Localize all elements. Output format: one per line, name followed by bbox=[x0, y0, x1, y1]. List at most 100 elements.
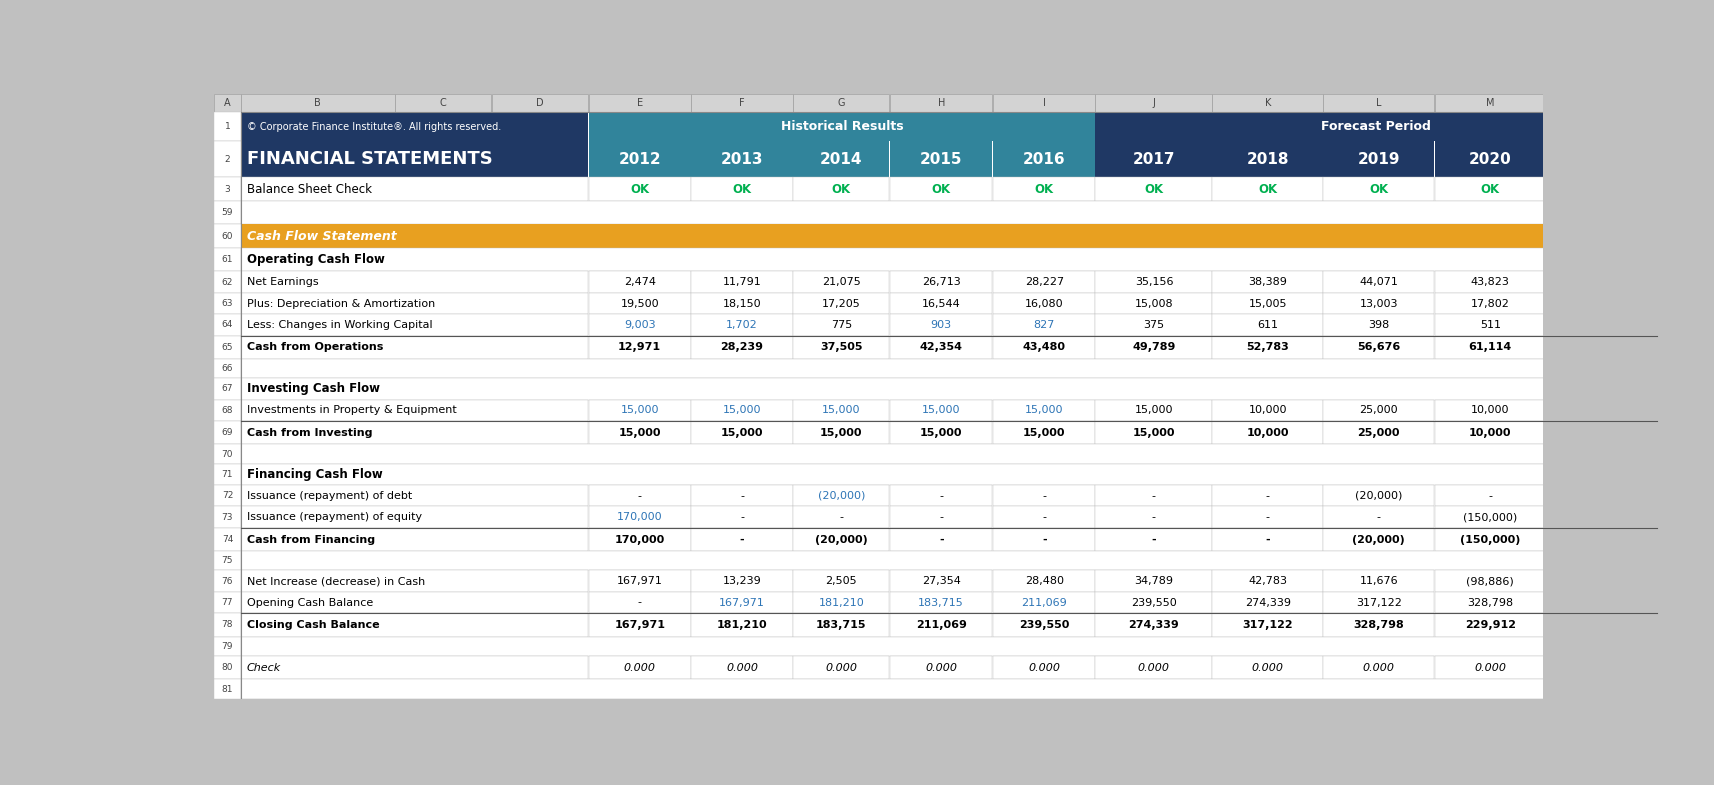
Text: 63: 63 bbox=[221, 299, 233, 308]
FancyBboxPatch shape bbox=[1435, 94, 1546, 112]
Text: 11,676: 11,676 bbox=[1359, 576, 1399, 586]
Text: 49,261: 49,261 bbox=[1582, 576, 1620, 586]
Text: 13,003: 13,003 bbox=[1359, 298, 1399, 309]
Text: 211,069: 211,069 bbox=[915, 620, 967, 630]
FancyBboxPatch shape bbox=[394, 94, 490, 112]
Text: 2013: 2013 bbox=[722, 152, 763, 167]
FancyBboxPatch shape bbox=[992, 613, 1095, 637]
FancyBboxPatch shape bbox=[1212, 506, 1323, 528]
FancyBboxPatch shape bbox=[992, 335, 1095, 359]
FancyBboxPatch shape bbox=[1212, 592, 1323, 613]
Text: 15,008: 15,008 bbox=[1135, 298, 1174, 309]
FancyBboxPatch shape bbox=[1323, 94, 1435, 112]
Text: 79: 79 bbox=[221, 642, 233, 651]
Text: 77: 77 bbox=[221, 598, 233, 607]
FancyBboxPatch shape bbox=[588, 177, 691, 201]
Text: 64,261: 64,261 bbox=[1579, 342, 1623, 352]
Text: D: D bbox=[536, 98, 543, 108]
Text: 0.000: 0.000 bbox=[624, 663, 656, 673]
FancyBboxPatch shape bbox=[240, 551, 1656, 571]
Text: 11,791: 11,791 bbox=[723, 277, 761, 287]
Text: 239,550: 239,550 bbox=[1020, 620, 1070, 630]
FancyBboxPatch shape bbox=[240, 112, 588, 141]
Text: 13,239: 13,239 bbox=[723, 576, 761, 586]
FancyBboxPatch shape bbox=[794, 177, 890, 201]
Text: -: - bbox=[1042, 491, 1046, 501]
FancyBboxPatch shape bbox=[214, 248, 240, 272]
Text: -: - bbox=[1152, 535, 1157, 545]
Text: 14,681: 14,681 bbox=[1582, 298, 1620, 309]
FancyBboxPatch shape bbox=[1435, 528, 1546, 551]
Text: 15,000: 15,000 bbox=[1580, 428, 1623, 438]
Text: 15,000: 15,000 bbox=[723, 405, 761, 415]
FancyBboxPatch shape bbox=[992, 94, 1095, 112]
Text: OK: OK bbox=[631, 183, 650, 195]
FancyBboxPatch shape bbox=[240, 314, 588, 335]
FancyBboxPatch shape bbox=[240, 335, 588, 359]
Text: 17,205: 17,205 bbox=[821, 298, 860, 309]
FancyBboxPatch shape bbox=[588, 272, 691, 293]
FancyBboxPatch shape bbox=[1546, 314, 1656, 335]
Text: 0.000: 0.000 bbox=[1028, 663, 1061, 673]
Text: 2,474: 2,474 bbox=[624, 277, 656, 287]
FancyBboxPatch shape bbox=[588, 506, 691, 528]
FancyBboxPatch shape bbox=[794, 141, 890, 177]
FancyBboxPatch shape bbox=[588, 613, 691, 637]
FancyBboxPatch shape bbox=[214, 94, 240, 112]
Text: 903: 903 bbox=[931, 319, 951, 330]
Text: -: - bbox=[939, 535, 943, 545]
Text: -: - bbox=[1267, 512, 1270, 522]
Text: 183,715: 183,715 bbox=[816, 620, 867, 630]
FancyBboxPatch shape bbox=[794, 528, 890, 551]
Text: J: J bbox=[1152, 98, 1155, 108]
Text: 2016: 2016 bbox=[1023, 152, 1066, 167]
FancyBboxPatch shape bbox=[691, 177, 794, 201]
Text: 0.000: 0.000 bbox=[1251, 663, 1284, 673]
FancyBboxPatch shape bbox=[240, 656, 588, 680]
Text: 0.000: 0.000 bbox=[926, 663, 956, 673]
Text: 37,505: 37,505 bbox=[819, 342, 862, 352]
FancyBboxPatch shape bbox=[1435, 272, 1546, 293]
FancyBboxPatch shape bbox=[691, 656, 794, 680]
Text: 10,000: 10,000 bbox=[1246, 428, 1289, 438]
FancyBboxPatch shape bbox=[1095, 656, 1212, 680]
FancyBboxPatch shape bbox=[214, 141, 240, 177]
FancyBboxPatch shape bbox=[691, 571, 794, 592]
Text: -: - bbox=[1265, 535, 1270, 545]
Text: OK: OK bbox=[732, 183, 751, 195]
FancyBboxPatch shape bbox=[1212, 485, 1323, 506]
Text: Investing Cash Flow: Investing Cash Flow bbox=[247, 382, 381, 396]
Text: 21,075: 21,075 bbox=[821, 277, 860, 287]
FancyBboxPatch shape bbox=[691, 293, 794, 314]
Text: 42,783: 42,783 bbox=[1248, 576, 1287, 586]
Text: 27,354: 27,354 bbox=[922, 576, 960, 586]
Text: 56,676: 56,676 bbox=[1357, 342, 1400, 352]
Text: 80: 80 bbox=[221, 663, 233, 672]
Text: 375: 375 bbox=[1143, 319, 1164, 330]
Text: (20,000): (20,000) bbox=[1356, 491, 1402, 501]
FancyBboxPatch shape bbox=[992, 314, 1095, 335]
FancyBboxPatch shape bbox=[1212, 314, 1323, 335]
Text: 272: 272 bbox=[1591, 319, 1611, 330]
FancyBboxPatch shape bbox=[691, 485, 794, 506]
Text: Operating Cash Flow: Operating Cash Flow bbox=[247, 254, 384, 266]
FancyBboxPatch shape bbox=[214, 656, 240, 680]
Text: 81: 81 bbox=[221, 685, 233, 693]
FancyBboxPatch shape bbox=[1546, 528, 1656, 551]
Text: Investments in Property & Equipment: Investments in Property & Equipment bbox=[247, 405, 456, 415]
Text: 68: 68 bbox=[221, 406, 233, 414]
Text: 2,505: 2,505 bbox=[826, 576, 857, 586]
Text: -: - bbox=[740, 491, 744, 501]
FancyBboxPatch shape bbox=[992, 293, 1095, 314]
Text: 15,000: 15,000 bbox=[1133, 428, 1176, 438]
Text: 78: 78 bbox=[221, 620, 233, 630]
Text: 10,000: 10,000 bbox=[1469, 428, 1512, 438]
Text: -: - bbox=[1042, 535, 1047, 545]
FancyBboxPatch shape bbox=[240, 378, 1656, 400]
FancyBboxPatch shape bbox=[691, 421, 794, 444]
Text: 170,000: 170,000 bbox=[617, 512, 663, 522]
FancyBboxPatch shape bbox=[1323, 485, 1435, 506]
FancyBboxPatch shape bbox=[1095, 293, 1212, 314]
FancyBboxPatch shape bbox=[588, 528, 691, 551]
Text: 2: 2 bbox=[225, 155, 230, 164]
